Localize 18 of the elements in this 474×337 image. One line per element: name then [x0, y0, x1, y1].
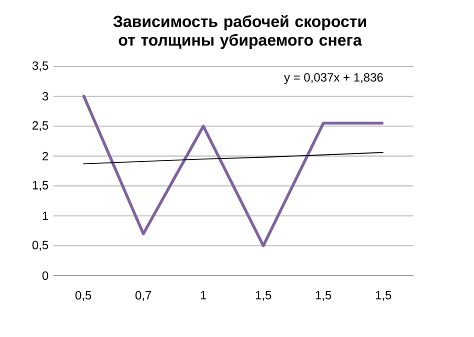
x-tick-label: 1,5	[316, 291, 332, 301]
y-tick-label: 0	[42, 271, 48, 280]
x-tick-label: 0,7	[135, 291, 152, 301]
y-tick-label: 3	[42, 92, 48, 100]
x-tick-label: 0,5	[75, 291, 92, 301]
y-tick-label: 2	[42, 152, 48, 160]
y-tick-label: 0,5	[32, 240, 48, 251]
x-tick-label: 1,5	[376, 291, 392, 301]
line-series	[82, 152, 384, 164]
line-series	[82, 94, 385, 248]
annotation: y = 0,037x + 1,836	[284, 73, 383, 84]
y-tick-label: 2,5	[32, 121, 48, 132]
x-tick-label: 1,5	[256, 291, 272, 301]
y-tick-label: 1	[42, 212, 48, 220]
x-tick-label: 1	[200, 291, 206, 300]
y-tick-label: 1,5	[32, 181, 48, 191]
chart-title: Зависимость рабочей скорости от толщины убираемого снега	[113, 15, 366, 49]
y-tick-label: 3,5	[32, 61, 48, 72]
